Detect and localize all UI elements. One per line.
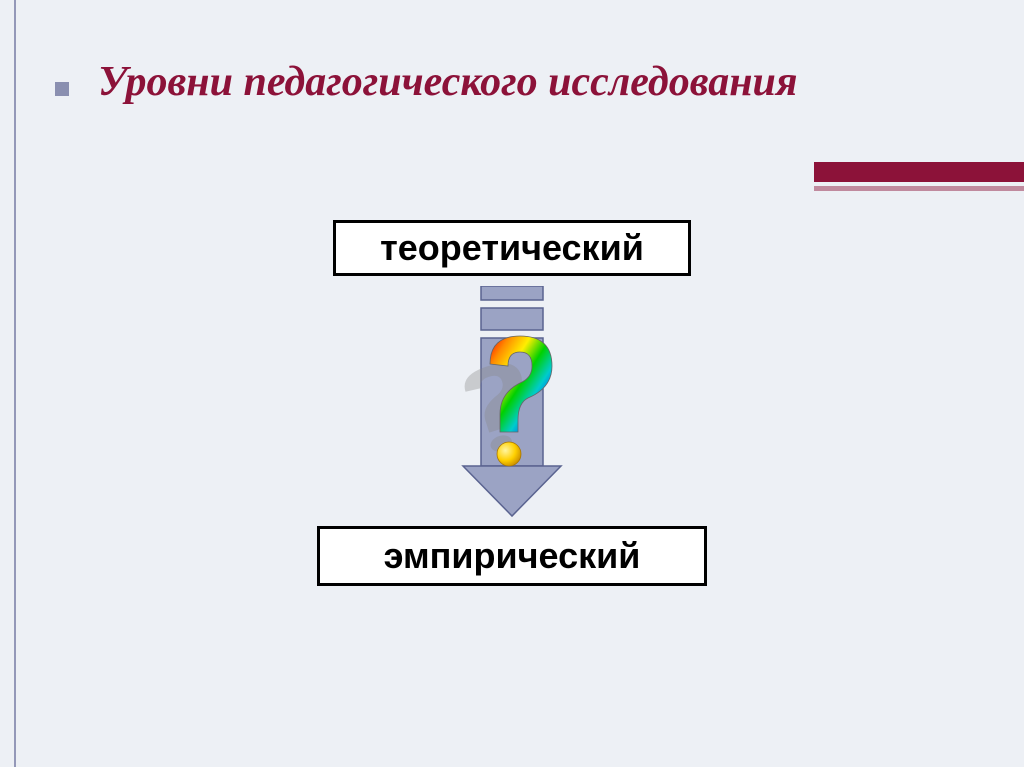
slide-title: Уровни педагогического исследования xyxy=(98,58,798,106)
box-bottom-label: эмпирический xyxy=(384,535,641,577)
box-top-label: теоретический xyxy=(380,227,644,269)
title-bullet xyxy=(55,82,69,96)
arrow-with-question xyxy=(422,286,602,521)
arrow-svg xyxy=(422,286,602,521)
accent-bar-dark xyxy=(814,162,1024,182)
box-bottom: эмпирический xyxy=(317,526,707,586)
diagram-container: теоретический xyxy=(0,220,1024,586)
box-top: теоретический xyxy=(333,220,691,276)
accent-bar-light xyxy=(814,186,1024,191)
